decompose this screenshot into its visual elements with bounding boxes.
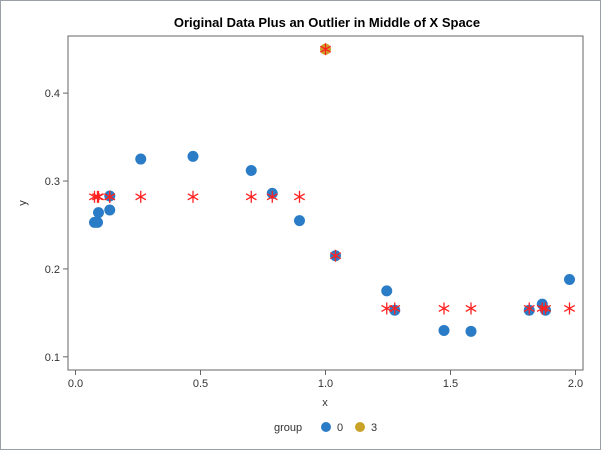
legend-label-0: 0 bbox=[337, 422, 343, 434]
star-arm bbox=[187, 193, 199, 201]
star-marker-predicted bbox=[389, 302, 401, 315]
point-group-0 bbox=[245, 164, 257, 176]
star-arm bbox=[319, 45, 332, 53]
point-group-0 bbox=[104, 204, 116, 216]
chart-title: Original Data Plus an Outlier in Middle … bbox=[174, 15, 480, 30]
point-group-0 bbox=[294, 215, 305, 227]
star-marker-predicted bbox=[245, 190, 257, 203]
star-marker-predicted bbox=[563, 302, 576, 315]
y-tick-label: 0.3 bbox=[45, 176, 60, 188]
star-arm bbox=[523, 304, 535, 313]
star-marker-predicted bbox=[465, 302, 477, 315]
star-marker-predicted bbox=[135, 190, 147, 203]
point-group-0 bbox=[465, 325, 477, 337]
star-marker-predicted bbox=[438, 302, 450, 315]
star-arm bbox=[245, 193, 257, 201]
point-group-0 bbox=[381, 285, 393, 297]
x-tick-label: 0.0 bbox=[68, 378, 83, 390]
point-group-0 bbox=[438, 324, 450, 336]
point-group-0 bbox=[564, 273, 575, 285]
x-axis-label: x bbox=[322, 397, 328, 409]
point-group-0 bbox=[92, 216, 103, 228]
star-marker-predicted bbox=[187, 190, 199, 203]
y-axis-label: y bbox=[17, 200, 29, 206]
y-tick-label: 0.4 bbox=[45, 88, 60, 100]
star-marker-predicted bbox=[523, 302, 535, 315]
star-arm bbox=[329, 252, 342, 260]
y-tick-label: 0.1 bbox=[45, 352, 60, 364]
star-marker-predicted bbox=[319, 43, 332, 56]
star-marker-predicted bbox=[329, 249, 342, 262]
legend-label-3: 3 bbox=[371, 422, 377, 434]
legend-marker-0 bbox=[321, 422, 331, 432]
star-arm bbox=[92, 193, 105, 201]
point-group-0 bbox=[187, 150, 199, 162]
star-marker-predicted bbox=[92, 190, 105, 203]
star-arm bbox=[135, 193, 147, 201]
plot-frame bbox=[67, 35, 584, 371]
star-arm bbox=[266, 193, 278, 201]
x-tick-label: 0.5 bbox=[193, 378, 208, 390]
x-tick-label: 1.5 bbox=[443, 378, 458, 390]
star-arm bbox=[465, 304, 477, 313]
legend-title: group bbox=[274, 422, 302, 434]
star-marker-predicted bbox=[539, 302, 552, 315]
star-marker-predicted bbox=[293, 190, 306, 203]
x-tick-label: 2.0 bbox=[568, 378, 583, 390]
star-arm bbox=[539, 304, 552, 313]
star-arm bbox=[293, 193, 306, 201]
x-tick-label: 1.0 bbox=[318, 378, 333, 390]
star-arm bbox=[104, 193, 116, 201]
legend-marker-3 bbox=[355, 422, 365, 432]
legend: group 0 3 bbox=[274, 422, 377, 434]
point-group-0 bbox=[93, 207, 104, 219]
star-arm bbox=[438, 304, 450, 313]
point-group-0 bbox=[135, 153, 147, 165]
star-arm bbox=[563, 304, 576, 313]
star-marker-predicted bbox=[104, 190, 116, 203]
y-tick-label: 0.2 bbox=[45, 264, 60, 276]
star-arm bbox=[389, 304, 401, 313]
star-marker-predicted bbox=[266, 190, 278, 203]
